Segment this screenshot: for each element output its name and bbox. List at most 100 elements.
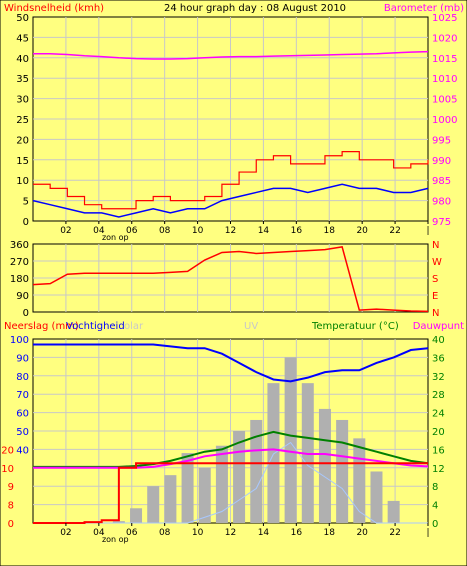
panel-3-xtick-label: 10 bbox=[192, 528, 204, 538]
panel-1-xtick-label: 02 bbox=[60, 226, 71, 236]
panel-1-xtick-label: 20 bbox=[356, 226, 368, 236]
panel-1-left-ytick-label: 0 bbox=[23, 217, 29, 228]
series-line-humidity bbox=[33, 343, 429, 383]
panel-1-xtick-label: 18 bbox=[324, 226, 336, 236]
panel-1-left-ytick-label: 50 bbox=[16, 13, 29, 24]
solar-bar bbox=[233, 431, 246, 523]
panel-3-right-ytick-label: 36 bbox=[432, 353, 445, 364]
panel-1-right-ytick-label: 990 bbox=[432, 156, 451, 167]
solar-bar bbox=[130, 508, 143, 523]
panel-3-right-ytick-label: 12 bbox=[432, 464, 445, 475]
panel-1-left-ytick-label: 30 bbox=[16, 95, 29, 106]
panel-1-left-ytick-label: 45 bbox=[16, 33, 29, 44]
panel-1-xtick-label: 06 bbox=[126, 226, 138, 236]
series-line-rain bbox=[33, 462, 428, 524]
humidity-axis-label: Vochtigheid bbox=[66, 321, 125, 332]
panel-3-right-ytick-label: 24 bbox=[432, 409, 445, 420]
panel-1-xtick-label: 04 bbox=[93, 226, 105, 236]
panel-3-xtick-label: 06 bbox=[126, 528, 138, 538]
panel-2-left-ytick-label: 360 bbox=[10, 240, 29, 251]
solar-bar bbox=[370, 471, 383, 523]
panel-3-xtick-label: | bbox=[426, 528, 429, 538]
panel-1-right-ytick-label: 1025 bbox=[432, 13, 457, 24]
panel-3-humidity-tick-label: 90 bbox=[16, 353, 29, 364]
solar-bar bbox=[250, 419, 263, 523]
series-line-direction bbox=[32, 245, 429, 313]
panel-1-x-note: zon op bbox=[102, 233, 129, 242]
panel-1-left-ytick-label: 10 bbox=[16, 176, 29, 187]
solar-bar bbox=[164, 475, 177, 523]
panel-3-rain-tick-label: 20 bbox=[1, 445, 14, 456]
panel-3-xtick-label: 22 bbox=[389, 528, 400, 538]
solar-bar bbox=[147, 486, 160, 523]
panel-1-xtick-label: 10 bbox=[192, 226, 204, 236]
solar-bar bbox=[215, 445, 228, 523]
dewpoint-axis-label: Dauwpunt bbox=[413, 321, 464, 332]
panel-3-humidity-tick-label: 50 bbox=[16, 427, 29, 438]
panel-1-grid bbox=[32, 16, 429, 222]
panel-3-right-ytick-label: 0 bbox=[432, 519, 438, 530]
panel-2-series bbox=[32, 245, 429, 313]
panel-1-right-ytick-label: 1015 bbox=[432, 54, 457, 65]
panel-1-right-ytick-label: 985 bbox=[432, 176, 451, 187]
panel-3-humidity-tick-label: 80 bbox=[16, 372, 29, 383]
panel-3-right-ytick-label: 32 bbox=[432, 372, 445, 383]
panel-1-left-ytick-label: 5 bbox=[23, 197, 29, 208]
panel-1-right-ytick-label: 980 bbox=[432, 197, 451, 208]
uv-axis-label: UV bbox=[244, 321, 258, 332]
temperature-axis-label: Temperatuur (°C) bbox=[311, 321, 399, 332]
solar-bar bbox=[353, 438, 366, 523]
panel-1-xtick-label: 14 bbox=[258, 226, 270, 236]
panel-3-xtick-label: 18 bbox=[324, 528, 336, 538]
panel-2-right-ytick-label: N bbox=[432, 308, 439, 319]
solar-bar bbox=[267, 383, 280, 523]
panel-3-axes: 4050607080901000891020048121620242832364… bbox=[1, 335, 444, 544]
solar-bar bbox=[181, 453, 194, 523]
solar-bar bbox=[284, 357, 297, 523]
series-line-barometer bbox=[33, 50, 429, 60]
chart-title: 24 hour graph day : 08 August 2010 bbox=[164, 3, 346, 14]
panel-1-xtick-label: 16 bbox=[291, 226, 303, 236]
panel-2-grid bbox=[32, 243, 429, 313]
panel-3-right-ytick-label: 16 bbox=[432, 445, 445, 456]
panel-2-left-ytick-label: 180 bbox=[10, 274, 29, 285]
panel-2-right-ytick-label: N bbox=[432, 240, 439, 251]
solar-bar bbox=[198, 467, 211, 523]
solar-bar bbox=[387, 500, 400, 523]
panel-1-left-ytick-label: 35 bbox=[16, 74, 29, 85]
panel-1-right-ytick-label: 995 bbox=[432, 135, 451, 146]
panel-3-right-ytick-label: 40 bbox=[432, 335, 445, 346]
panel-2-left-ytick-label: 90 bbox=[16, 291, 29, 302]
panel-3-rain-tick-label: 8 bbox=[8, 501, 14, 512]
series-line-wind_avg bbox=[32, 183, 429, 218]
panel-3-xtick-label: 08 bbox=[159, 528, 171, 538]
panel-2-right-ytick-label: W bbox=[432, 257, 442, 268]
panel-3-humidity-tick-label: 60 bbox=[16, 409, 29, 420]
solar-bar bbox=[336, 419, 349, 523]
panel-1-right-ytick-label: 1005 bbox=[432, 95, 457, 106]
panel-2-right-ytick-label: E bbox=[432, 291, 438, 302]
panel-1-series bbox=[32, 50, 429, 218]
panel-3-xtick-label: 20 bbox=[356, 528, 368, 538]
panel-1-left-ytick-label: 15 bbox=[16, 156, 29, 167]
panel-1-left-ytick-label: 25 bbox=[16, 115, 29, 126]
panel-3-right-ytick-label: 20 bbox=[432, 427, 445, 438]
wind-axis-label: Windsnelheid (kmh) bbox=[4, 3, 104, 14]
barometer-axis-label: Barometer (mb) bbox=[384, 3, 464, 14]
panel-1-xtick-label: 22 bbox=[389, 226, 400, 236]
solar-axis-label: olar bbox=[124, 321, 144, 332]
panel-1-axes: 0510152025303540455097598098599099510001… bbox=[16, 13, 457, 242]
panel-3-xtick-label: 04 bbox=[93, 528, 105, 538]
panel-3-right-ytick-label: 4 bbox=[432, 501, 438, 512]
series-line-wind_gust bbox=[33, 151, 429, 210]
panel-3-humidity-tick-label: 40 bbox=[16, 445, 29, 456]
panel-3-x-note: zon op bbox=[102, 535, 129, 544]
panel-3-humidity-tick-label: 70 bbox=[16, 390, 29, 401]
panel-1-xtick-label: 12 bbox=[225, 226, 236, 236]
panel-2-right-ytick-label: S bbox=[432, 274, 438, 285]
panel-1-right-ytick-label: 1020 bbox=[432, 33, 457, 44]
panel-3-xtick-label: 16 bbox=[291, 528, 303, 538]
rain-axis-label: Neerslag (mm) bbox=[4, 321, 79, 332]
